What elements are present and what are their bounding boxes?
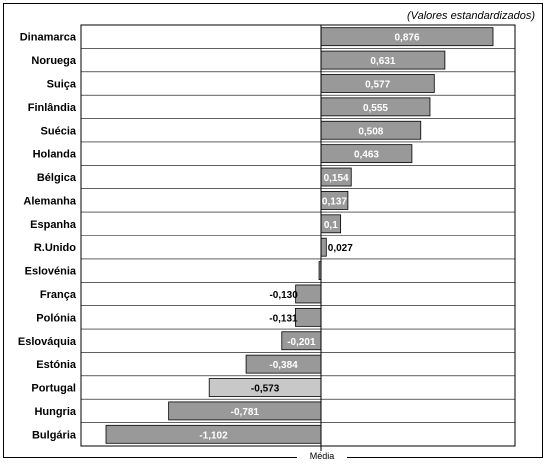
category-label: Bélgica (37, 172, 77, 184)
category-label: Polónia (36, 312, 77, 324)
value-label: -0,131 (269, 313, 298, 324)
category-label: Eslovénia (25, 266, 77, 278)
category-label: Estónia (36, 359, 77, 371)
chart-frame (3, 3, 543, 458)
category-label: Holanda (33, 149, 77, 161)
bar (295, 307, 322, 327)
category-label: Finlândia (28, 102, 77, 114)
value-label: 0,631 (370, 56, 395, 67)
value-label: 0,577 (365, 79, 390, 90)
category-label: Hungria (34, 406, 76, 418)
value-label: -0,573 (251, 384, 280, 395)
category-label: R.Unido (34, 242, 76, 254)
category-label: Suiça (47, 78, 77, 90)
bar (320, 237, 327, 257)
value-label: 0,137 (322, 196, 347, 207)
value-label: -1,102 (199, 430, 228, 441)
category-label: Alemanha (23, 195, 76, 207)
value-label: 0,463 (354, 150, 379, 161)
category-label: Eslováquia (18, 336, 77, 348)
value-label: 0,555 (363, 103, 388, 114)
category-label: Dinamarca (20, 32, 77, 44)
value-label: -0,201 (287, 337, 316, 348)
bar (295, 284, 322, 304)
value-label: -0,384 (269, 360, 298, 371)
category-label: Noruega (31, 55, 77, 67)
value-label: 0,154 (324, 173, 349, 184)
category-label: França (40, 289, 77, 301)
axis-label-media: Média (297, 451, 347, 461)
value-label: 0,508 (358, 126, 383, 137)
value-label: 0,027 (328, 243, 353, 254)
value-label: -0,130 (269, 290, 298, 301)
value-label: -0,781 (231, 407, 260, 418)
category-label: Suécia (41, 125, 77, 137)
category-label: Bulgária (32, 429, 77, 441)
category-label: Espanha (30, 219, 77, 231)
value-label: 0,876 (394, 33, 419, 44)
category-label: Portugal (31, 383, 76, 395)
chart-note: (Valores estandardizados) (407, 10, 535, 22)
value-label: 0,1 (324, 220, 338, 231)
